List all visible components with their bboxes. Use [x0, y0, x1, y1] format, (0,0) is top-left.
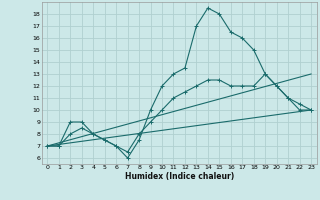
- X-axis label: Humidex (Indice chaleur): Humidex (Indice chaleur): [124, 172, 234, 181]
